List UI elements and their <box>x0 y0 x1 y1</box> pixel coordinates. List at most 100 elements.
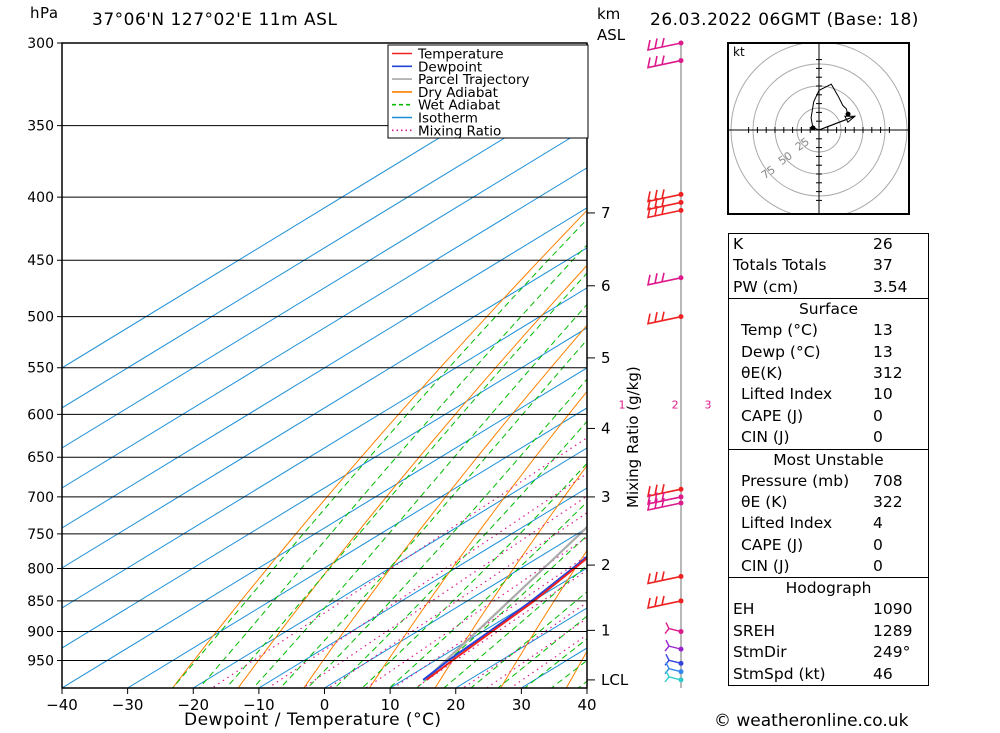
km-label: km <box>597 5 621 23</box>
index-row: CIN (J) 0 <box>741 427 916 448</box>
hodograph-panel: kt 25 50 75 <box>727 42 910 215</box>
wind-barb-shaft <box>646 205 682 219</box>
mixing-ratio-label: 1 <box>619 398 626 411</box>
mixing-ratio-line <box>302 495 587 688</box>
wind-barb-shaft <box>646 55 682 69</box>
x-tick-label: 30 <box>512 696 531 714</box>
index-label: θE (K) <box>741 492 788 511</box>
wind-barb-shaft <box>646 197 682 211</box>
wind-barb <box>646 189 684 203</box>
wind-barb <box>646 595 684 609</box>
hodograph-origin-dot <box>810 125 816 131</box>
index-row: StmSpd (kt) 46 <box>729 664 928 685</box>
index-value: 10 <box>873 385 893 404</box>
height-tick-label: 1 <box>601 621 611 639</box>
wind-barb-shaft <box>646 491 682 505</box>
index-label: CIN (J) <box>741 557 790 576</box>
index-label: CAPE (J) <box>741 535 804 554</box>
mixing-ratio-axis-title: Mixing Ratio (g/kg) <box>624 366 642 508</box>
index-label: Pressure (mb) <box>741 471 850 490</box>
isotherm-line <box>192 447 587 688</box>
height-tick-label: 5 <box>601 349 611 367</box>
isotherm-line <box>62 327 587 649</box>
x-tick-label: −30 <box>112 696 144 714</box>
index-value: 322 <box>873 492 903 511</box>
location-title: 37°06'N 127°02'E 11m ASL <box>92 10 338 30</box>
height-tick-label: 7 <box>601 204 611 222</box>
legend-label: Isotherm <box>418 111 478 127</box>
pressure-tick-label: 800 <box>27 561 54 577</box>
indices-table: K 26 Totals Totals 37 PW (cm) 3.54 Surfa… <box>728 233 929 687</box>
mixing-ratio-label: 2 <box>672 398 679 411</box>
wind-barb-shaft <box>646 189 682 203</box>
wind-barb <box>664 654 684 666</box>
index-value: 46 <box>873 664 893 683</box>
section-title: Surface <box>798 300 859 319</box>
isotherm-line <box>62 87 587 409</box>
section-title: Most Unstable <box>773 450 884 469</box>
height-tick-label: LCL <box>601 671 629 689</box>
index-value: 0 <box>873 557 883 576</box>
mixing-ratio-label: 3 <box>705 398 712 411</box>
wind-barb-shaft <box>646 37 682 52</box>
index-label: K <box>733 235 744 253</box>
index-value: 708 <box>873 471 903 490</box>
isotherm-line <box>62 247 587 569</box>
height-tick-label: 3 <box>601 488 611 506</box>
index-row-totals: Totals Totals 37 <box>729 255 928 276</box>
index-row-pw: PW (cm) 3.54 <box>729 277 928 298</box>
index-label: EH <box>733 600 755 619</box>
hodograph-trace <box>810 83 849 131</box>
pressure-tick-label: 400 <box>27 190 54 206</box>
dry-adiabat-line <box>172 209 587 688</box>
height-tick-label: 4 <box>601 419 611 437</box>
legend-label: Parcel Trajectory <box>418 72 530 88</box>
wind-barb <box>664 639 684 652</box>
x-tick-label: 40 <box>577 696 596 714</box>
isotherm-line <box>324 527 587 688</box>
pressure-tick-label: 950 <box>27 654 54 670</box>
index-label: StmSpd (kt) <box>733 664 826 683</box>
wind-barb <box>664 662 684 675</box>
indices-hodograph: Hodograph EH 1090 SREH 1289 StmDir 249° Stm… <box>729 577 928 685</box>
wet-adiabat-line <box>279 339 587 688</box>
index-row: θE(K) 312 <box>741 363 916 384</box>
index-row: StmDir 249° <box>729 642 928 663</box>
wind-barb-shaft <box>664 622 682 634</box>
hodograph-ring-label: 25 <box>793 135 812 154</box>
isotherm-line <box>62 127 587 449</box>
index-label: Lifted Index <box>741 385 833 404</box>
wind-barb <box>646 484 684 498</box>
pressure-tick-label: 700 <box>27 490 54 506</box>
x-axis-title: Dewpoint / Temperature (°C) <box>184 710 442 730</box>
wind-barb-shaft <box>664 639 682 652</box>
isotherm-line <box>127 407 587 688</box>
index-row: CAPE (J) 0 <box>741 535 916 556</box>
index-value: 13 <box>873 321 893 340</box>
pressure-tick-label: 300 <box>27 36 54 52</box>
asl-label: ASL <box>597 26 626 44</box>
wind-barb <box>646 571 684 585</box>
index-row: θE (K) 322 <box>741 492 916 513</box>
x-tick-label: 20 <box>446 696 465 714</box>
wind-barb <box>646 311 684 325</box>
wind-barb-dot <box>678 314 684 320</box>
index-value: 4 <box>873 514 883 533</box>
height-tick-label: 6 <box>601 277 611 295</box>
index-label: Temp (°C) <box>741 321 818 340</box>
isotherm-line <box>62 207 587 529</box>
index-label: Totals Totals <box>733 256 827 275</box>
hodograph-unit-label: kt <box>733 45 745 59</box>
index-row: Lifted Index 4 <box>741 513 916 534</box>
indices-most-unstable: Most Unstable Pressure (mb) 708 θE (K) 322… <box>729 448 928 578</box>
index-label: θE(K) <box>741 363 783 382</box>
isotherm-line <box>62 167 587 489</box>
pressure-tick-label: 350 <box>27 119 54 135</box>
index-label: CAPE (J) <box>741 406 804 425</box>
x-tick-label: −40 <box>46 696 78 714</box>
wet-adiabat-line <box>252 303 587 688</box>
wind-barb-shaft <box>664 670 682 683</box>
temperature-line <box>425 556 587 681</box>
pressure-tick-label: 600 <box>27 407 54 423</box>
pressure-tick-label: 450 <box>27 253 54 269</box>
